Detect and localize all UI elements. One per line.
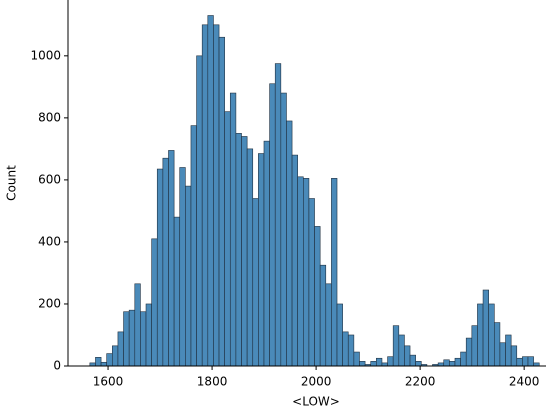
bar bbox=[145, 303, 152, 367]
bar bbox=[252, 198, 259, 367]
bar bbox=[522, 356, 529, 367]
bar bbox=[477, 303, 484, 367]
x-axis-label: <LOW> bbox=[292, 395, 340, 409]
bar bbox=[134, 283, 141, 367]
bar bbox=[246, 148, 254, 367]
bar bbox=[224, 111, 231, 367]
bar bbox=[398, 334, 405, 367]
bar bbox=[319, 264, 327, 367]
bar bbox=[314, 226, 321, 367]
bar bbox=[280, 92, 287, 367]
bar bbox=[173, 216, 181, 367]
bar bbox=[218, 36, 225, 367]
bar bbox=[510, 345, 518, 367]
bar bbox=[100, 361, 107, 367]
bar bbox=[353, 351, 360, 367]
bar bbox=[443, 359, 450, 367]
bar bbox=[516, 357, 523, 367]
bar bbox=[409, 354, 416, 367]
bar bbox=[241, 136, 248, 367]
x-tick-label: 1800 bbox=[197, 375, 228, 389]
x-tick-label: 2200 bbox=[405, 375, 436, 389]
bar bbox=[454, 357, 461, 367]
bar bbox=[258, 153, 265, 367]
bar bbox=[415, 361, 422, 367]
bar bbox=[207, 15, 214, 367]
y-tick-label: 1000 bbox=[30, 48, 61, 62]
bar bbox=[404, 345, 411, 367]
bar bbox=[201, 24, 209, 367]
bar bbox=[95, 357, 102, 367]
bar bbox=[370, 361, 377, 367]
bar bbox=[359, 361, 366, 367]
bar bbox=[291, 154, 298, 367]
bar bbox=[449, 361, 456, 367]
x-tick-label: 2400 bbox=[509, 375, 540, 389]
y-tick-label: 200 bbox=[38, 296, 61, 310]
bar bbox=[274, 63, 282, 367]
bar bbox=[235, 133, 242, 367]
y-tick-label: 600 bbox=[38, 172, 61, 186]
bar bbox=[162, 157, 169, 367]
y-axis-label: Count bbox=[5, 165, 19, 201]
bar bbox=[488, 303, 495, 367]
y-tick-label: 0 bbox=[53, 359, 61, 373]
bar bbox=[460, 351, 467, 367]
bar bbox=[471, 325, 478, 367]
bar bbox=[263, 140, 270, 367]
y-tick-label: 400 bbox=[38, 234, 61, 248]
bar bbox=[493, 322, 501, 367]
x-tick-label: 2000 bbox=[301, 375, 332, 389]
bar bbox=[482, 289, 489, 367]
bar bbox=[325, 283, 332, 367]
bar bbox=[505, 334, 512, 367]
bar bbox=[269, 83, 276, 367]
bar bbox=[286, 120, 293, 367]
bar bbox=[117, 331, 124, 367]
x-tick-label: 1600 bbox=[93, 375, 124, 389]
bar bbox=[190, 125, 197, 367]
bar bbox=[140, 311, 147, 367]
y-tick-label: 800 bbox=[38, 110, 61, 124]
bar bbox=[156, 168, 164, 367]
bar bbox=[179, 167, 186, 367]
bar bbox=[376, 357, 383, 367]
bar bbox=[342, 331, 349, 367]
bar bbox=[336, 303, 343, 367]
bar bbox=[308, 198, 315, 367]
bar bbox=[196, 55, 203, 367]
bar bbox=[151, 238, 158, 367]
bar bbox=[387, 356, 394, 367]
bar bbox=[331, 178, 338, 367]
bar bbox=[347, 334, 355, 367]
bar bbox=[229, 92, 237, 367]
bar bbox=[499, 342, 506, 367]
bar bbox=[128, 309, 136, 367]
bar bbox=[185, 185, 192, 367]
bar bbox=[106, 353, 113, 367]
bar bbox=[112, 345, 119, 367]
bar bbox=[392, 325, 400, 367]
bar bbox=[168, 150, 175, 367]
bar bbox=[297, 176, 304, 367]
bar bbox=[123, 311, 130, 367]
bar bbox=[465, 337, 473, 367]
bar bbox=[213, 24, 220, 367]
bar bbox=[303, 178, 310, 367]
bar bbox=[527, 356, 534, 367]
